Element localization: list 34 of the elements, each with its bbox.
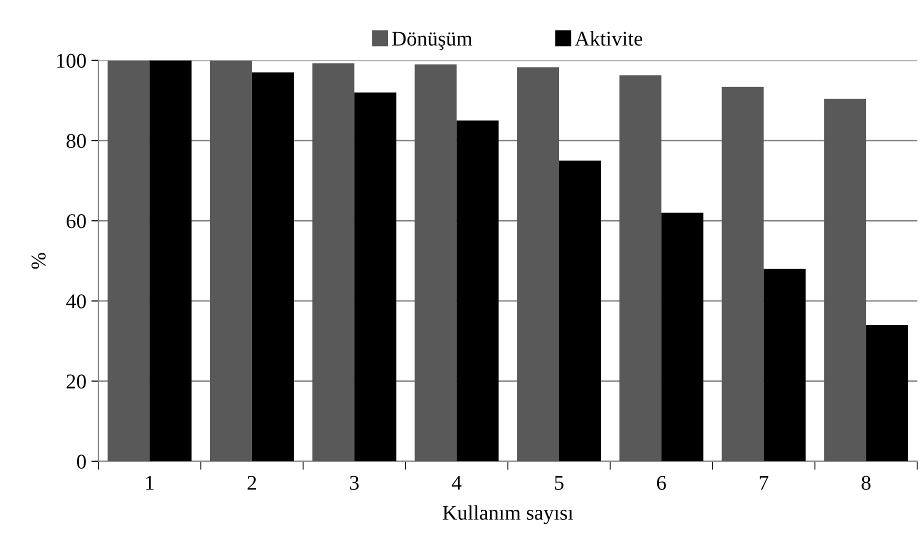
- x-tick-label: 7: [760, 476, 768, 490]
- bar: [108, 60, 150, 462]
- bar: [866, 324, 908, 462]
- bar: [252, 72, 294, 462]
- x-tick-label: 5: [555, 476, 564, 490]
- legend-label: Aktivite: [574, 31, 642, 46]
- bar: [824, 98, 866, 462]
- bar: [414, 64, 457, 462]
- bar: [619, 75, 662, 462]
- bar: [517, 67, 560, 462]
- y-tick-label: 20: [66, 374, 86, 389]
- x-tick-label: 8: [862, 476, 870, 490]
- bar: [150, 60, 192, 462]
- x-tick-label: 3: [350, 476, 359, 490]
- x-tick-label: 6: [657, 476, 666, 490]
- bar: [661, 212, 704, 462]
- bar: [456, 120, 499, 462]
- x-axis-title: Kullanım sayısı: [442, 505, 574, 524]
- x-tick-label: 4: [452, 476, 462, 490]
- bar: [210, 60, 252, 462]
- y-tick-label: 80: [66, 134, 86, 148]
- y-tick-label: 100: [57, 54, 86, 68]
- bar: [354, 92, 396, 462]
- bar: [559, 160, 601, 462]
- bar: [722, 86, 764, 462]
- legend-label: Dönüşüm: [392, 32, 472, 50]
- y-axis-title: %: [32, 252, 46, 269]
- x-tick-label: 2: [248, 476, 256, 490]
- x-tick-label: 1: [146, 476, 154, 490]
- y-tick-label: 40: [66, 294, 86, 308]
- y-tick-label: 0: [77, 454, 86, 469]
- bar: [312, 63, 354, 462]
- y-tick-label: 60: [66, 214, 86, 228]
- bar: [764, 268, 806, 462]
